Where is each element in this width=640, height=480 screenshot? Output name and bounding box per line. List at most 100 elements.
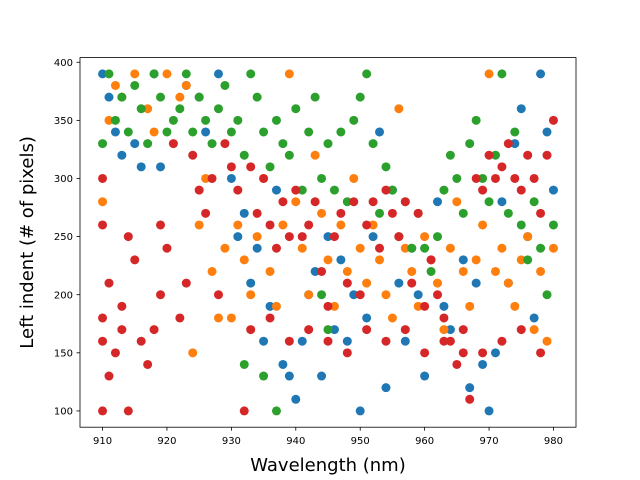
data-point-series-0-4 xyxy=(130,139,140,149)
data-point-series-0-49 xyxy=(478,359,488,369)
data-point-series-2-11 xyxy=(168,115,178,125)
data-point-series-3-43 xyxy=(323,301,333,311)
x-tick-label-7: 980 xyxy=(544,436,563,447)
y-tick-label-1: 150 xyxy=(54,348,73,359)
data-point-series-2-51 xyxy=(426,266,436,276)
data-point-series-1-14 xyxy=(213,313,223,323)
data-point-series-3-52 xyxy=(381,185,391,195)
data-point-series-3-84 xyxy=(342,348,352,358)
data-point-series-0-17 xyxy=(259,336,269,346)
data-point-series-1-32 xyxy=(329,301,339,311)
data-point-series-3-53 xyxy=(387,208,397,218)
data-point-series-1-8 xyxy=(175,92,185,102)
data-point-series-2-45 xyxy=(387,185,397,195)
data-point-series-0-47 xyxy=(465,383,475,393)
x-tick-label-3: 940 xyxy=(286,436,305,447)
data-point-series-1-37 xyxy=(362,278,372,288)
data-point-series-0-48 xyxy=(471,278,481,288)
data-point-series-1-5 xyxy=(143,104,153,114)
data-point-series-3-55 xyxy=(400,197,410,207)
data-point-series-3-20 xyxy=(175,313,185,323)
data-point-series-2-71 xyxy=(259,371,269,381)
data-point-series-1-30 xyxy=(317,208,327,218)
data-point-series-3-22 xyxy=(188,150,198,160)
data-point-series-2-1 xyxy=(104,69,114,79)
data-point-series-3-5 xyxy=(104,371,114,381)
data-point-series-1-36 xyxy=(355,243,365,253)
data-point-series-2-35 xyxy=(323,139,333,149)
data-point-series-3-9 xyxy=(117,301,127,311)
data-point-series-1-51 xyxy=(452,197,462,207)
data-point-series-0-21 xyxy=(284,371,294,381)
data-point-series-1-2 xyxy=(110,80,120,90)
data-point-series-0-13 xyxy=(233,232,243,242)
data-point-series-2-9 xyxy=(156,92,166,102)
data-point-series-0-2 xyxy=(110,127,120,137)
data-point-series-0-60 xyxy=(548,185,558,195)
data-point-series-3-62 xyxy=(445,336,455,346)
data-point-series-3-10 xyxy=(123,232,133,242)
data-point-series-2-33 xyxy=(310,92,320,102)
data-point-series-1-56 xyxy=(484,69,494,79)
data-point-series-3-42 xyxy=(317,266,327,276)
data-point-series-3-34 xyxy=(265,220,275,230)
data-point-series-3-71 xyxy=(503,139,513,149)
data-point-series-2-55 xyxy=(452,173,462,183)
data-point-series-2-17 xyxy=(207,139,217,149)
data-point-series-0-41 xyxy=(413,290,423,300)
data-point-series-3-67 xyxy=(478,185,488,195)
data-point-series-2-70 xyxy=(548,220,558,230)
data-point-series-1-39 xyxy=(375,255,385,265)
data-point-series-2-48 xyxy=(407,243,417,253)
data-point-series-2-10 xyxy=(162,127,172,137)
data-point-series-3-73 xyxy=(516,185,526,195)
data-point-series-1-35 xyxy=(349,173,359,183)
data-point-series-0-32 xyxy=(355,406,365,416)
data-point-series-2-19 xyxy=(220,80,230,90)
data-point-series-3-23 xyxy=(194,185,204,195)
data-point-series-3-61 xyxy=(439,313,449,323)
data-point-series-2-28 xyxy=(278,139,288,149)
data-point-series-2-39 xyxy=(349,115,359,125)
data-point-series-1-45 xyxy=(413,301,423,311)
data-point-series-0-20 xyxy=(278,359,288,369)
data-point-series-3-6 xyxy=(104,278,114,288)
data-point-series-3-33 xyxy=(259,173,269,183)
data-point-series-3-48 xyxy=(355,290,365,300)
data-point-series-1-54 xyxy=(471,255,481,265)
data-point-series-2-13 xyxy=(181,69,191,79)
data-point-series-0-59 xyxy=(542,127,552,137)
data-point-series-2-16 xyxy=(201,115,211,125)
data-point-series-1-0 xyxy=(98,197,108,207)
data-point-series-1-59 xyxy=(503,278,513,288)
data-point-series-1-42 xyxy=(394,104,404,114)
data-point-series-0-54 xyxy=(510,139,520,149)
data-point-series-2-52 xyxy=(433,232,443,242)
data-point-series-0-43 xyxy=(433,197,443,207)
data-point-series-1-49 xyxy=(439,325,449,335)
data-point-series-3-87 xyxy=(400,325,410,335)
data-point-series-3-25 xyxy=(207,173,217,183)
data-point-series-0-22 xyxy=(291,394,301,404)
data-point-series-2-41 xyxy=(362,69,372,79)
data-point-series-2-59 xyxy=(478,173,488,183)
data-point-series-1-63 xyxy=(529,325,539,335)
data-point-series-2-8 xyxy=(149,69,159,79)
data-point-series-0-33 xyxy=(362,313,372,323)
data-point-series-3-3 xyxy=(98,336,108,346)
data-point-series-1-29 xyxy=(310,150,320,160)
data-point-series-2-4 xyxy=(123,127,133,137)
data-point-series-2-15 xyxy=(194,92,204,102)
data-point-series-3-68 xyxy=(484,150,494,160)
data-point-series-1-62 xyxy=(523,232,533,242)
data-point-series-3-82 xyxy=(304,325,314,335)
data-point-series-2-75 xyxy=(239,359,249,369)
data-point-series-1-55 xyxy=(478,220,488,230)
data-point-series-1-24 xyxy=(278,220,288,230)
data-point-series-1-44 xyxy=(407,266,417,276)
data-point-series-3-50 xyxy=(368,197,378,207)
data-point-series-2-2 xyxy=(110,115,120,125)
data-point-series-0-50 xyxy=(484,406,494,416)
data-point-series-3-93 xyxy=(516,325,526,335)
data-point-series-0-52 xyxy=(497,197,507,207)
